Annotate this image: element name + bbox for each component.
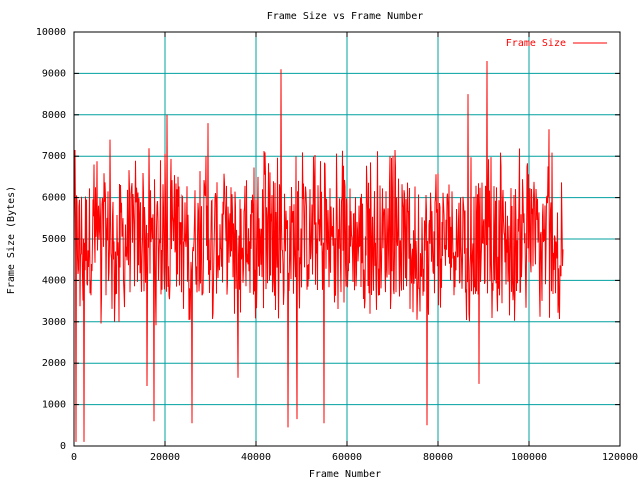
y-tick-label: 10000 xyxy=(36,27,66,38)
x-tick-label: 0 xyxy=(71,452,77,463)
y-tick-label: 8000 xyxy=(42,110,66,121)
chart-title: Frame Size vs Frame Number xyxy=(267,11,424,22)
y-tick-label: 2000 xyxy=(42,358,66,369)
x-axis-label: Frame Number xyxy=(309,469,381,480)
x-tick-label: 60000 xyxy=(332,452,362,463)
y-tick-label: 1000 xyxy=(42,400,66,411)
y-tick-label: 3000 xyxy=(42,317,66,328)
ticks-layer: 0 1000 2000 3000 4000 5000 6000 7000 8000 9000 100… xyxy=(36,27,638,463)
legend: Frame Size xyxy=(506,38,607,49)
x-tick-label: 40000 xyxy=(241,452,271,463)
x-tick-label: 20000 xyxy=(150,452,180,463)
y-tick-label: 4000 xyxy=(42,275,66,286)
y-tick-label: 7000 xyxy=(42,151,66,162)
plot-layer xyxy=(73,60,564,442)
y-tick-label: 9000 xyxy=(42,68,66,79)
x-tick-label: 120000 xyxy=(602,452,638,463)
y-axis-label: Frame Size (Bytes) xyxy=(6,186,17,294)
x-tick-label: 100000 xyxy=(511,452,547,463)
legend-label: Frame Size xyxy=(506,38,566,49)
x-tick-label: 80000 xyxy=(423,452,453,463)
y-tick-label: 6000 xyxy=(42,193,66,204)
y-tick-label: 5000 xyxy=(42,234,66,245)
y-tick-label: 0 xyxy=(60,441,66,452)
series-line-frame-size xyxy=(73,60,564,442)
